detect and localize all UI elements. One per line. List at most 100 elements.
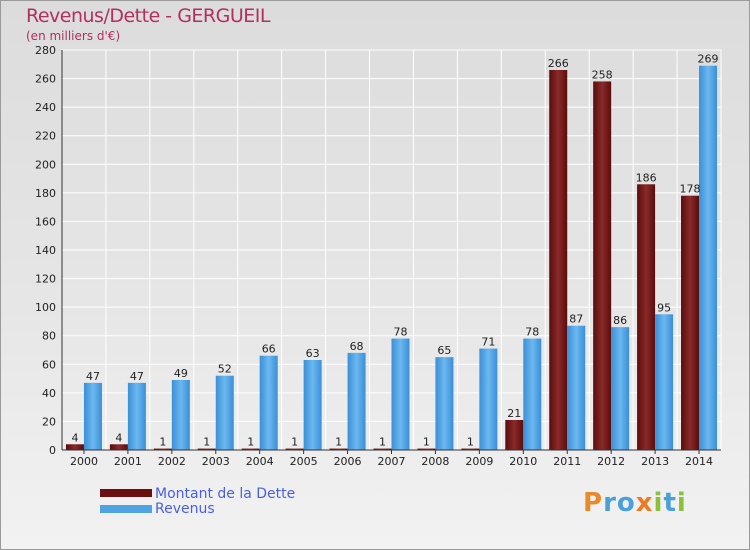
x-tick-label: 2003 [202, 455, 230, 468]
bar-debt [505, 420, 524, 450]
data-label-revenus: 95 [657, 301, 671, 314]
y-tick-label: 100 [35, 301, 56, 314]
y-tick-label: 20 [42, 415, 56, 428]
bar-debt [373, 448, 392, 450]
y-tick-label: 240 [35, 101, 56, 114]
y-tick-label: 40 [42, 387, 56, 400]
bar-debt [153, 448, 172, 450]
x-tick-label: 2008 [421, 455, 449, 468]
x-tick-label: 2006 [334, 455, 362, 468]
x-tick-label: 2002 [158, 455, 186, 468]
x-tick-label: 2009 [465, 455, 493, 468]
y-tick-label: 160 [35, 215, 56, 228]
x-tick-label: 2000 [70, 455, 98, 468]
bar-revenus [611, 327, 630, 450]
bar-revenus [347, 352, 366, 450]
data-label-revenus: 63 [306, 347, 320, 360]
data-label-revenus: 68 [350, 340, 364, 353]
data-label-revenus: 78 [394, 326, 408, 339]
data-label-revenus: 78 [525, 326, 539, 339]
bar-revenus [303, 360, 322, 450]
bar-debt [197, 448, 216, 450]
data-label-debt: 21 [507, 407, 521, 420]
y-tick-label: 280 [35, 44, 56, 57]
data-label-revenus: 71 [481, 336, 495, 349]
data-label-debt: 1 [423, 436, 430, 449]
data-label-revenus: 87 [569, 313, 583, 326]
bar-revenus [215, 375, 234, 450]
data-label-debt: 1 [247, 436, 254, 449]
legend-label-revenus: Revenus [155, 501, 215, 517]
data-label-debt: 186 [636, 171, 657, 184]
bar-revenus [523, 338, 542, 450]
y-tick-label: 60 [42, 358, 56, 371]
bar-revenus [479, 348, 498, 450]
bar-debt [329, 448, 348, 450]
y-tick-label: 220 [35, 130, 56, 143]
y-tick-label: 180 [35, 187, 56, 200]
data-label-revenus: 52 [218, 363, 232, 376]
bar-revenus [171, 380, 190, 450]
x-tick-label: 2011 [553, 455, 581, 468]
data-label-debt: 1 [159, 436, 166, 449]
chart-subtitle: (en milliers d'€) [26, 29, 121, 43]
data-label-revenus: 66 [262, 343, 276, 356]
bar-debt [65, 444, 84, 450]
bar-debt [109, 444, 128, 450]
data-label-debt: 4 [115, 431, 122, 444]
data-label-debt: 1 [335, 436, 342, 449]
bar-debt [241, 448, 260, 450]
bar-revenus [259, 355, 278, 450]
data-label-debt: 266 [548, 57, 569, 70]
x-tick-label: 2013 [641, 455, 669, 468]
y-tick-label: 140 [35, 244, 56, 257]
y-tick-label: 0 [49, 444, 56, 457]
y-tick-label: 80 [42, 330, 56, 343]
x-tick-label: 2005 [290, 455, 318, 468]
x-tick-label: 2012 [597, 455, 625, 468]
bar-debt [285, 448, 304, 450]
bar-debt [637, 184, 656, 451]
data-label-debt: 1 [467, 436, 474, 449]
proxiti-logo: Proxiti [583, 488, 687, 518]
data-label-debt: 1 [203, 436, 210, 449]
bar-revenus [567, 325, 586, 450]
bar-debt [681, 195, 700, 450]
data-label-debt: 258 [592, 68, 613, 81]
x-tick-label: 2001 [114, 455, 142, 468]
bar-revenus [699, 65, 718, 450]
bar-debt [593, 81, 612, 450]
bar-revenus [435, 357, 454, 450]
data-label-revenus: 47 [86, 370, 100, 383]
y-tick-label: 120 [35, 273, 56, 286]
bar-revenus [391, 338, 410, 450]
bar-debt [549, 70, 568, 450]
chart-title: Revenus/Dette - GERGUEIL [26, 5, 270, 27]
data-label-revenus: 47 [130, 370, 144, 383]
data-label-revenus: 269 [698, 53, 719, 66]
legend-swatch-debt [100, 489, 152, 497]
data-label-revenus: 65 [437, 344, 451, 357]
data-label-revenus: 86 [613, 314, 627, 327]
data-label-debt: 4 [71, 431, 78, 444]
legend-swatch-revenus [100, 505, 152, 513]
y-tick-label: 200 [35, 158, 56, 171]
x-tick-label: 2010 [509, 455, 537, 468]
bar-revenus [83, 382, 102, 450]
data-label-debt: 1 [291, 436, 298, 449]
data-label-debt: 1 [379, 436, 386, 449]
bar-revenus [127, 382, 146, 450]
x-tick-label: 2007 [378, 455, 406, 468]
x-tick-label: 2004 [246, 455, 274, 468]
bar-revenus [655, 314, 674, 450]
legend-label-debt: Montant de la Dette [155, 486, 296, 502]
x-tick-label: 2014 [685, 455, 713, 468]
data-label-revenus: 49 [174, 367, 188, 380]
data-label-debt: 178 [680, 183, 701, 196]
y-tick-label: 260 [35, 73, 56, 86]
bar-debt [417, 448, 436, 450]
bar-debt [461, 448, 480, 450]
